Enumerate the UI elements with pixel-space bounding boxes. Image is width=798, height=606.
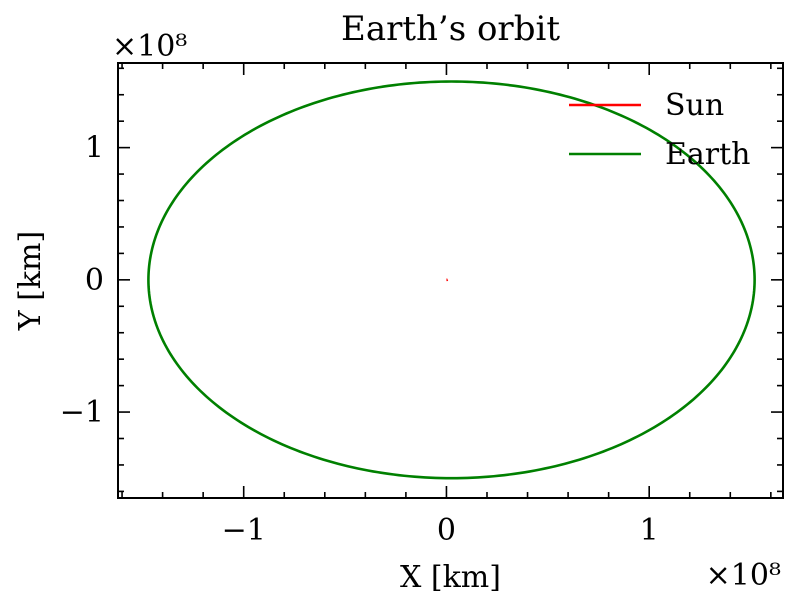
legend-label-earth: Earth — [665, 137, 751, 172]
axis-tick-labels: −1 0 1 −1 0 1 — [60, 131, 659, 548]
y-tick-label: 1 — [85, 131, 104, 166]
x-tick-label: −1 — [222, 513, 266, 548]
y-axis-multiplier: ×10⁸ — [112, 29, 187, 64]
x-tick-label: 0 — [437, 513, 456, 548]
y-axis-label: Y [km] — [13, 231, 48, 331]
legend: Sun Earth — [569, 88, 751, 172]
series-layer — [147, 80, 756, 480]
series-line-earth — [147, 80, 756, 480]
chart-title: Earth’s orbit — [341, 9, 560, 49]
axis-ticks — [118, 63, 783, 498]
x-axis-label: X [km] — [400, 560, 501, 595]
x-axis-multiplier: ×10⁸ — [706, 558, 781, 593]
legend-label-sun: Sun — [665, 88, 724, 123]
y-tick-label: 0 — [85, 263, 104, 298]
x-tick-label: 1 — [640, 513, 659, 548]
y-tick-label: −1 — [60, 395, 104, 430]
plot-frame — [117, 62, 784, 499]
